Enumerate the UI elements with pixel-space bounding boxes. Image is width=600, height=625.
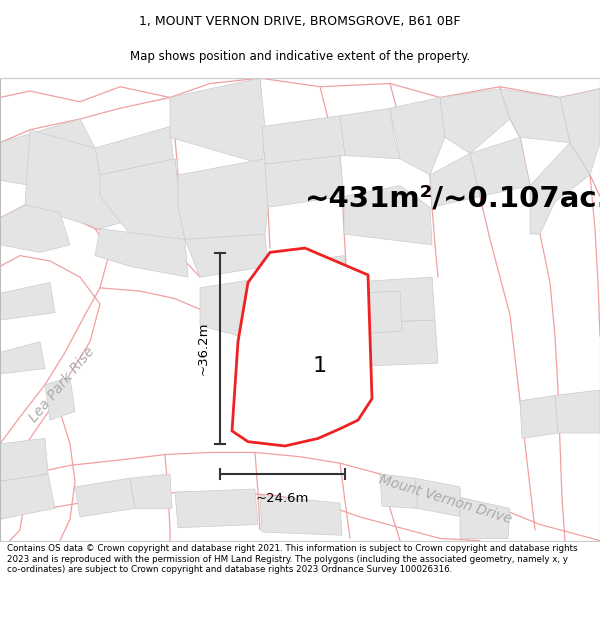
Text: ~36.2m: ~36.2m: [197, 322, 210, 376]
Polygon shape: [390, 98, 445, 175]
Polygon shape: [500, 89, 570, 142]
Polygon shape: [200, 277, 270, 336]
Polygon shape: [340, 108, 400, 159]
Polygon shape: [460, 498, 510, 539]
Polygon shape: [25, 130, 178, 229]
Polygon shape: [95, 229, 188, 277]
Polygon shape: [0, 205, 70, 252]
Polygon shape: [262, 116, 345, 164]
Polygon shape: [530, 142, 590, 234]
Polygon shape: [380, 474, 418, 508]
Polygon shape: [350, 320, 438, 366]
Polygon shape: [520, 396, 558, 439]
Polygon shape: [270, 315, 342, 363]
Polygon shape: [555, 390, 600, 433]
Polygon shape: [178, 159, 268, 239]
Polygon shape: [175, 489, 258, 528]
Polygon shape: [130, 474, 172, 508]
Text: 1, MOUNT VERNON DRIVE, BROMSGROVE, B61 0BF: 1, MOUNT VERNON DRIVE, BROMSGROVE, B61 0…: [139, 16, 461, 28]
Polygon shape: [344, 186, 432, 245]
Polygon shape: [0, 282, 55, 320]
Text: Mount Vernon Drive: Mount Vernon Drive: [377, 473, 513, 527]
Text: 1: 1: [313, 356, 327, 376]
Polygon shape: [470, 138, 530, 196]
Text: Contains OS data © Crown copyright and database right 2021. This information is : Contains OS data © Crown copyright and d…: [7, 544, 578, 574]
Polygon shape: [346, 277, 435, 323]
Polygon shape: [355, 291, 402, 334]
Polygon shape: [0, 474, 55, 519]
Polygon shape: [170, 78, 265, 164]
Polygon shape: [430, 153, 480, 208]
Polygon shape: [268, 256, 346, 299]
Polygon shape: [185, 234, 268, 277]
Polygon shape: [0, 439, 48, 481]
Polygon shape: [0, 119, 175, 196]
Text: Map shows position and indicative extent of the property.: Map shows position and indicative extent…: [130, 50, 470, 62]
Text: ~431m²/~0.107ac.: ~431m²/~0.107ac.: [305, 184, 600, 213]
Polygon shape: [560, 89, 600, 175]
Polygon shape: [0, 342, 45, 374]
Polygon shape: [45, 377, 75, 420]
Polygon shape: [232, 248, 372, 446]
Polygon shape: [265, 156, 344, 208]
Text: Lea Park Rise: Lea Park Rise: [26, 344, 97, 425]
Polygon shape: [100, 159, 185, 239]
Polygon shape: [440, 89, 510, 153]
Polygon shape: [260, 496, 342, 535]
Polygon shape: [415, 478, 462, 517]
Text: ~24.6m: ~24.6m: [256, 492, 309, 505]
Polygon shape: [75, 478, 135, 517]
